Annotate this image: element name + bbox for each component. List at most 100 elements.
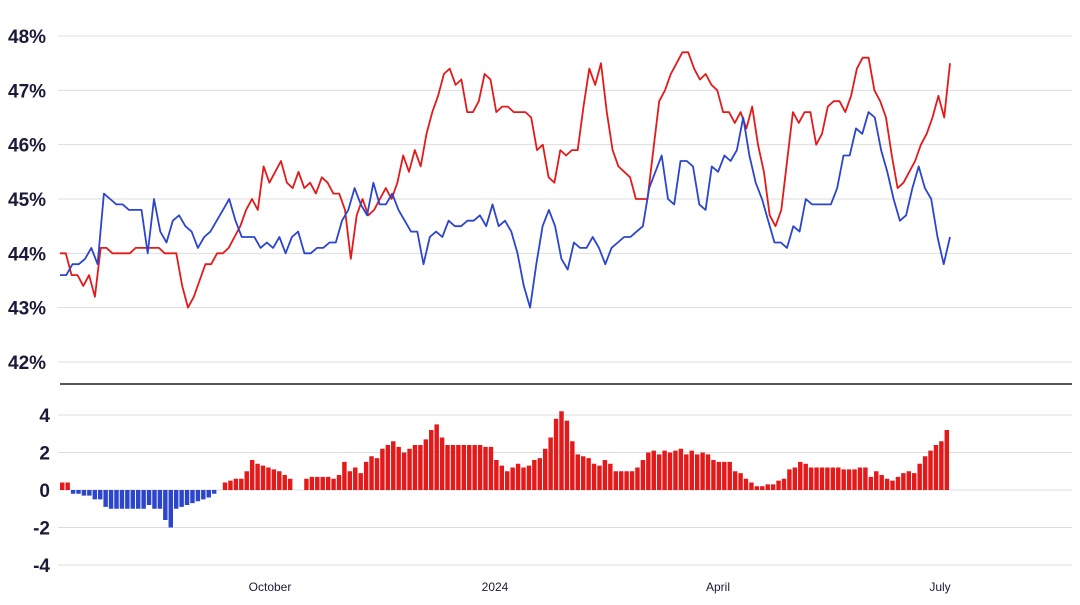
- bar: [798, 461, 803, 491]
- bar: [640, 460, 646, 490]
- bar: [624, 471, 629, 490]
- bar: [841, 469, 846, 491]
- x-tick-label: April: [706, 580, 730, 594]
- bar: [553, 418, 559, 490]
- bar: [152, 490, 157, 509]
- bar: [228, 480, 233, 491]
- bar: [97, 490, 103, 500]
- bar: [526, 465, 532, 491]
- bottom-y-tick-label: 2: [39, 444, 50, 465]
- bar: [580, 456, 586, 490]
- bar: [336, 475, 342, 490]
- bottom-panel-y-tick-labels: 4 2 0 -2 -4: [33, 406, 50, 577]
- top-panel-series-lines: [60, 51, 951, 309]
- bar: [456, 445, 461, 490]
- bar: [933, 445, 939, 490]
- bar: [412, 445, 418, 490]
- bar: [944, 430, 950, 490]
- bar: [483, 446, 488, 491]
- bar: [792, 467, 798, 490]
- bar: [656, 454, 662, 491]
- bar: [239, 478, 244, 490]
- bar: [890, 480, 895, 491]
- bar: [781, 478, 787, 490]
- bar: [358, 473, 363, 491]
- bar: [852, 469, 857, 491]
- bar: [803, 463, 808, 490]
- bar: [363, 461, 369, 491]
- bar: [450, 445, 456, 490]
- bar: [646, 452, 651, 490]
- bar: [179, 490, 184, 507]
- x-tick-label: October: [249, 580, 292, 594]
- bar: [320, 476, 325, 491]
- bar: [81, 490, 87, 496]
- bar: [597, 465, 602, 491]
- bar: [266, 467, 271, 490]
- bar: [287, 478, 293, 490]
- bottom-y-tick-label: -2: [33, 519, 50, 540]
- bar: [825, 467, 830, 490]
- bar: [206, 490, 211, 498]
- bar: [879, 475, 884, 490]
- bar: [515, 463, 521, 490]
- bar: [445, 445, 450, 490]
- bar: [488, 446, 494, 491]
- bar: [586, 458, 591, 491]
- bar: [760, 486, 765, 490]
- bar: [103, 490, 108, 507]
- bar: [542, 448, 548, 490]
- bar: [277, 471, 282, 490]
- bar: [711, 460, 716, 490]
- top-panel-y-tick-labels: 48% 47% 46% 45% 44% 43% 42%: [8, 27, 46, 374]
- bar: [868, 476, 874, 491]
- bar: [874, 471, 879, 490]
- bar: [738, 473, 743, 491]
- bar: [429, 430, 434, 490]
- bar: [618, 471, 624, 490]
- bar: [732, 471, 738, 490]
- bar: [673, 450, 678, 491]
- bar: [222, 482, 228, 490]
- bar: [146, 490, 152, 505]
- bar: [125, 490, 130, 509]
- bar: [678, 448, 684, 490]
- bar: [705, 454, 711, 491]
- bar: [564, 420, 570, 491]
- bar: [939, 441, 944, 490]
- bar: [163, 490, 168, 520]
- bar: [114, 490, 119, 509]
- x-tick-label: 2024: [482, 580, 509, 594]
- bar: [271, 469, 277, 491]
- red-series-line: [60, 51, 951, 309]
- bar: [130, 490, 135, 509]
- bar: [570, 441, 575, 490]
- bar: [722, 461, 727, 491]
- bar: [846, 469, 852, 491]
- bar: [211, 490, 217, 494]
- bar: [532, 460, 537, 490]
- bar: [190, 490, 195, 504]
- bar: [787, 469, 792, 491]
- top-y-tick-label: 42%: [8, 353, 46, 374]
- bar: [694, 454, 700, 491]
- top-y-tick-label: 44%: [8, 244, 46, 265]
- bar: [309, 476, 315, 491]
- bar: [157, 490, 163, 509]
- bar: [521, 467, 526, 490]
- bar: [863, 467, 868, 490]
- bar: [591, 463, 597, 490]
- bar: [537, 458, 543, 491]
- bottom-panel-bars: [60, 411, 950, 528]
- bar: [770, 484, 776, 491]
- bar: [776, 480, 781, 491]
- bar: [434, 424, 439, 491]
- bar: [499, 465, 505, 491]
- bar: [135, 490, 141, 509]
- bar: [331, 478, 336, 490]
- bar: [505, 471, 510, 490]
- bottom-y-tick-label: 4: [39, 406, 50, 427]
- bar: [401, 452, 407, 490]
- bar: [836, 467, 841, 490]
- bar: [396, 446, 401, 491]
